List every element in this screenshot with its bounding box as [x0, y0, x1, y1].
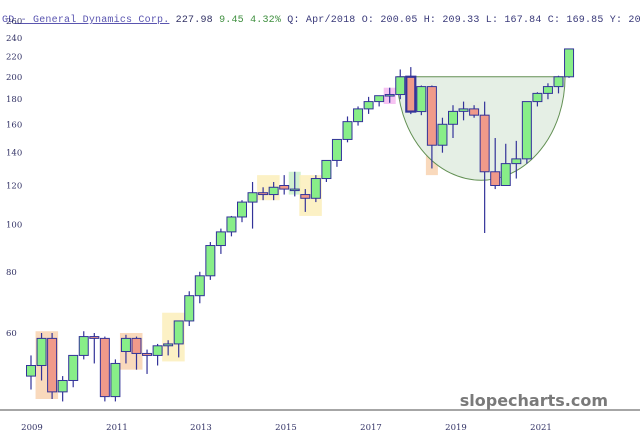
candle[interactable] — [310, 175, 321, 203]
candle[interactable] — [89, 333, 100, 364]
x-tick-label: 2019 — [445, 423, 467, 433]
candle[interactable] — [416, 85, 427, 116]
candle[interactable] — [237, 200, 247, 223]
candle[interactable] — [564, 48, 575, 78]
candle[interactable] — [384, 87, 395, 103]
watermark: slopecharts.com — [460, 391, 608, 410]
period-label: Q: Apr/2018 — [287, 15, 356, 26]
candle[interactable] — [279, 175, 290, 195]
candle[interactable] — [426, 85, 437, 169]
candle[interactable] — [258, 187, 269, 201]
candle[interactable] — [511, 140, 522, 179]
candle[interactable] — [99, 336, 110, 402]
candle[interactable] — [321, 159, 332, 182]
price-change-pct: 4.32% — [250, 15, 282, 26]
candle[interactable] — [152, 343, 163, 366]
candle[interactable] — [47, 333, 58, 400]
candle[interactable] — [36, 333, 47, 381]
company-name[interactable]: General Dynamics Corp. — [33, 15, 170, 26]
x-tick-label: 2021 — [530, 423, 552, 433]
last-price: 227.98 — [175, 15, 213, 26]
y-tick-label: 240 — [6, 34, 22, 44]
high-value: H: 209.33 — [423, 15, 480, 26]
candle[interactable] — [247, 181, 258, 229]
candle[interactable] — [448, 105, 458, 139]
candle[interactable] — [363, 96, 374, 114]
candle[interactable] — [553, 75, 564, 94]
y-axis: 60 80 100 120 140 160 180 200 220 240 260 — [6, 17, 22, 339]
candles — [26, 48, 575, 402]
candle[interactable] — [120, 334, 131, 364]
y-tick-label: 100 — [6, 220, 22, 230]
candle[interactable] — [458, 101, 469, 121]
ticker-symbol[interactable]: GD — [2, 15, 15, 26]
y-tick-label: 220 — [6, 53, 22, 63]
x-tick-label: 2017 — [360, 423, 382, 433]
low-value: L: 167.84 — [485, 15, 542, 26]
y-tick-label: 60 — [6, 329, 17, 339]
x-tick-label: 2009 — [21, 423, 43, 433]
candle[interactable] — [331, 138, 342, 167]
candle[interactable] — [353, 106, 364, 126]
y-tick-label: 140 — [6, 149, 22, 159]
close-value: C: 169.85 — [547, 15, 604, 26]
candle[interactable] — [226, 215, 237, 237]
candle[interactable] — [289, 171, 300, 197]
candle[interactable] — [490, 138, 501, 190]
price-change: 9.45 — [219, 15, 244, 26]
candle[interactable] — [469, 105, 480, 118]
company-name-link[interactable]: - General Dynamics Corp. — [14, 15, 170, 26]
y-tick-label: 260 — [6, 17, 22, 27]
candle[interactable] — [194, 271, 205, 304]
candle[interactable] — [163, 340, 174, 356]
candle[interactable] — [26, 355, 36, 390]
candle[interactable] — [173, 320, 184, 358]
candle[interactable] — [131, 336, 142, 370]
candle[interactable] — [521, 101, 532, 164]
candle[interactable] — [300, 189, 311, 212]
candle[interactable] — [57, 376, 68, 402]
candle[interactable] — [532, 92, 543, 107]
candle[interactable] — [184, 291, 195, 327]
x-tick-label: 2013 — [190, 423, 212, 433]
candle[interactable] — [205, 242, 216, 280]
candle[interactable] — [78, 331, 89, 360]
candle[interactable] — [110, 359, 121, 402]
candle[interactable] — [437, 117, 448, 153]
candle[interactable] — [395, 69, 406, 100]
candle[interactable] — [542, 83, 553, 100]
y-tick-label: 80 — [6, 268, 17, 278]
candle[interactable] — [215, 228, 226, 254]
candle[interactable] — [500, 143, 511, 186]
candle[interactable] — [68, 354, 79, 388]
candle[interactable] — [374, 95, 385, 107]
y-tick-label: 160 — [6, 120, 22, 130]
candle[interactable] — [405, 67, 417, 115]
candle[interactable] — [342, 116, 353, 143]
candle[interactable] — [142, 349, 153, 374]
x-tick-label: 2015 — [275, 423, 297, 433]
y-tick-label: 200 — [6, 73, 22, 83]
chart-header: GD - General Dynamics Corp. 227.98 9.45 … — [2, 15, 640, 26]
y-tick-label: 120 — [6, 182, 22, 192]
open-value: O: 200.05 — [361, 15, 418, 26]
x-axis: 2009 2011 2013 2015 2017 2019 2021 — [21, 423, 552, 433]
candle[interactable] — [479, 101, 490, 233]
x-tick-label: 2011 — [106, 423, 128, 433]
candle[interactable] — [268, 181, 279, 201]
y-value: Y: 200.07 — [609, 15, 640, 26]
y-tick-label: 180 — [6, 95, 22, 105]
